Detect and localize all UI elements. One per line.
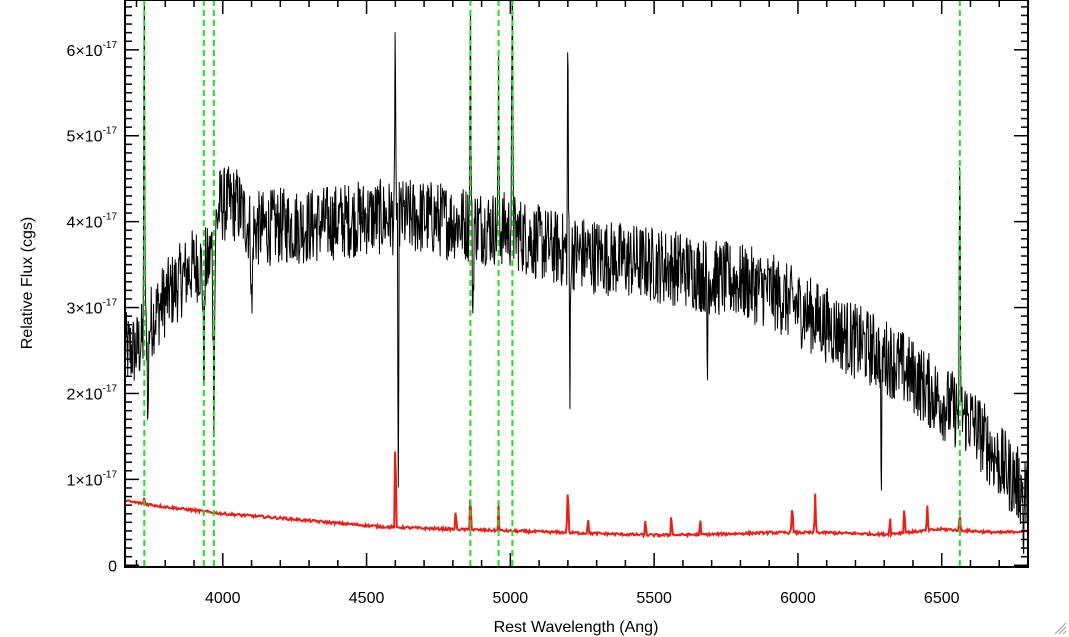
y-tick-label: 5×10-17 [67, 126, 118, 146]
spectrum-series-group [125, 0, 1028, 554]
model-spectrum-line [125, 451, 1028, 539]
x-tick-label: 6500 [924, 590, 960, 607]
axes-frame [124, 0, 1029, 568]
x-tick-label: 4000 [205, 590, 241, 607]
x-tick-label: 5500 [636, 590, 672, 607]
y-tick-label: 2×10-17 [67, 383, 118, 403]
y-tick-label: 6×10-17 [67, 40, 118, 60]
y-tick-label: 4×10-17 [67, 212, 118, 232]
x-axis-ticks: 4000 4500 5000 5500 6000 6500 [135, 0, 1029, 607]
x-axis-title: Rest Wavelength (Ang) [494, 619, 659, 636]
y-axis-ticks: 0 1×10-17 2×10-17 3×10-17 4×10-17 5×10-17 6×10… [67, 6, 1028, 575]
x-tick-label: 4500 [349, 590, 385, 607]
x-tick-label: 5000 [493, 590, 529, 607]
reference-lines-group [143, 0, 961, 567]
y-tick-label: 0 [108, 558, 117, 575]
object-spectrum-line [125, 0, 1028, 554]
plot-frame [124, 0, 1029, 568]
y-axis-title: Relative Flux (cgs) [19, 217, 36, 349]
window-resize-grip-icon[interactable] [1053, 621, 1067, 635]
y-tick-label: 1×10-17 [67, 469, 118, 489]
y-tick-label: 3×10-17 [67, 298, 118, 318]
x-tick-label: 6000 [780, 590, 816, 607]
